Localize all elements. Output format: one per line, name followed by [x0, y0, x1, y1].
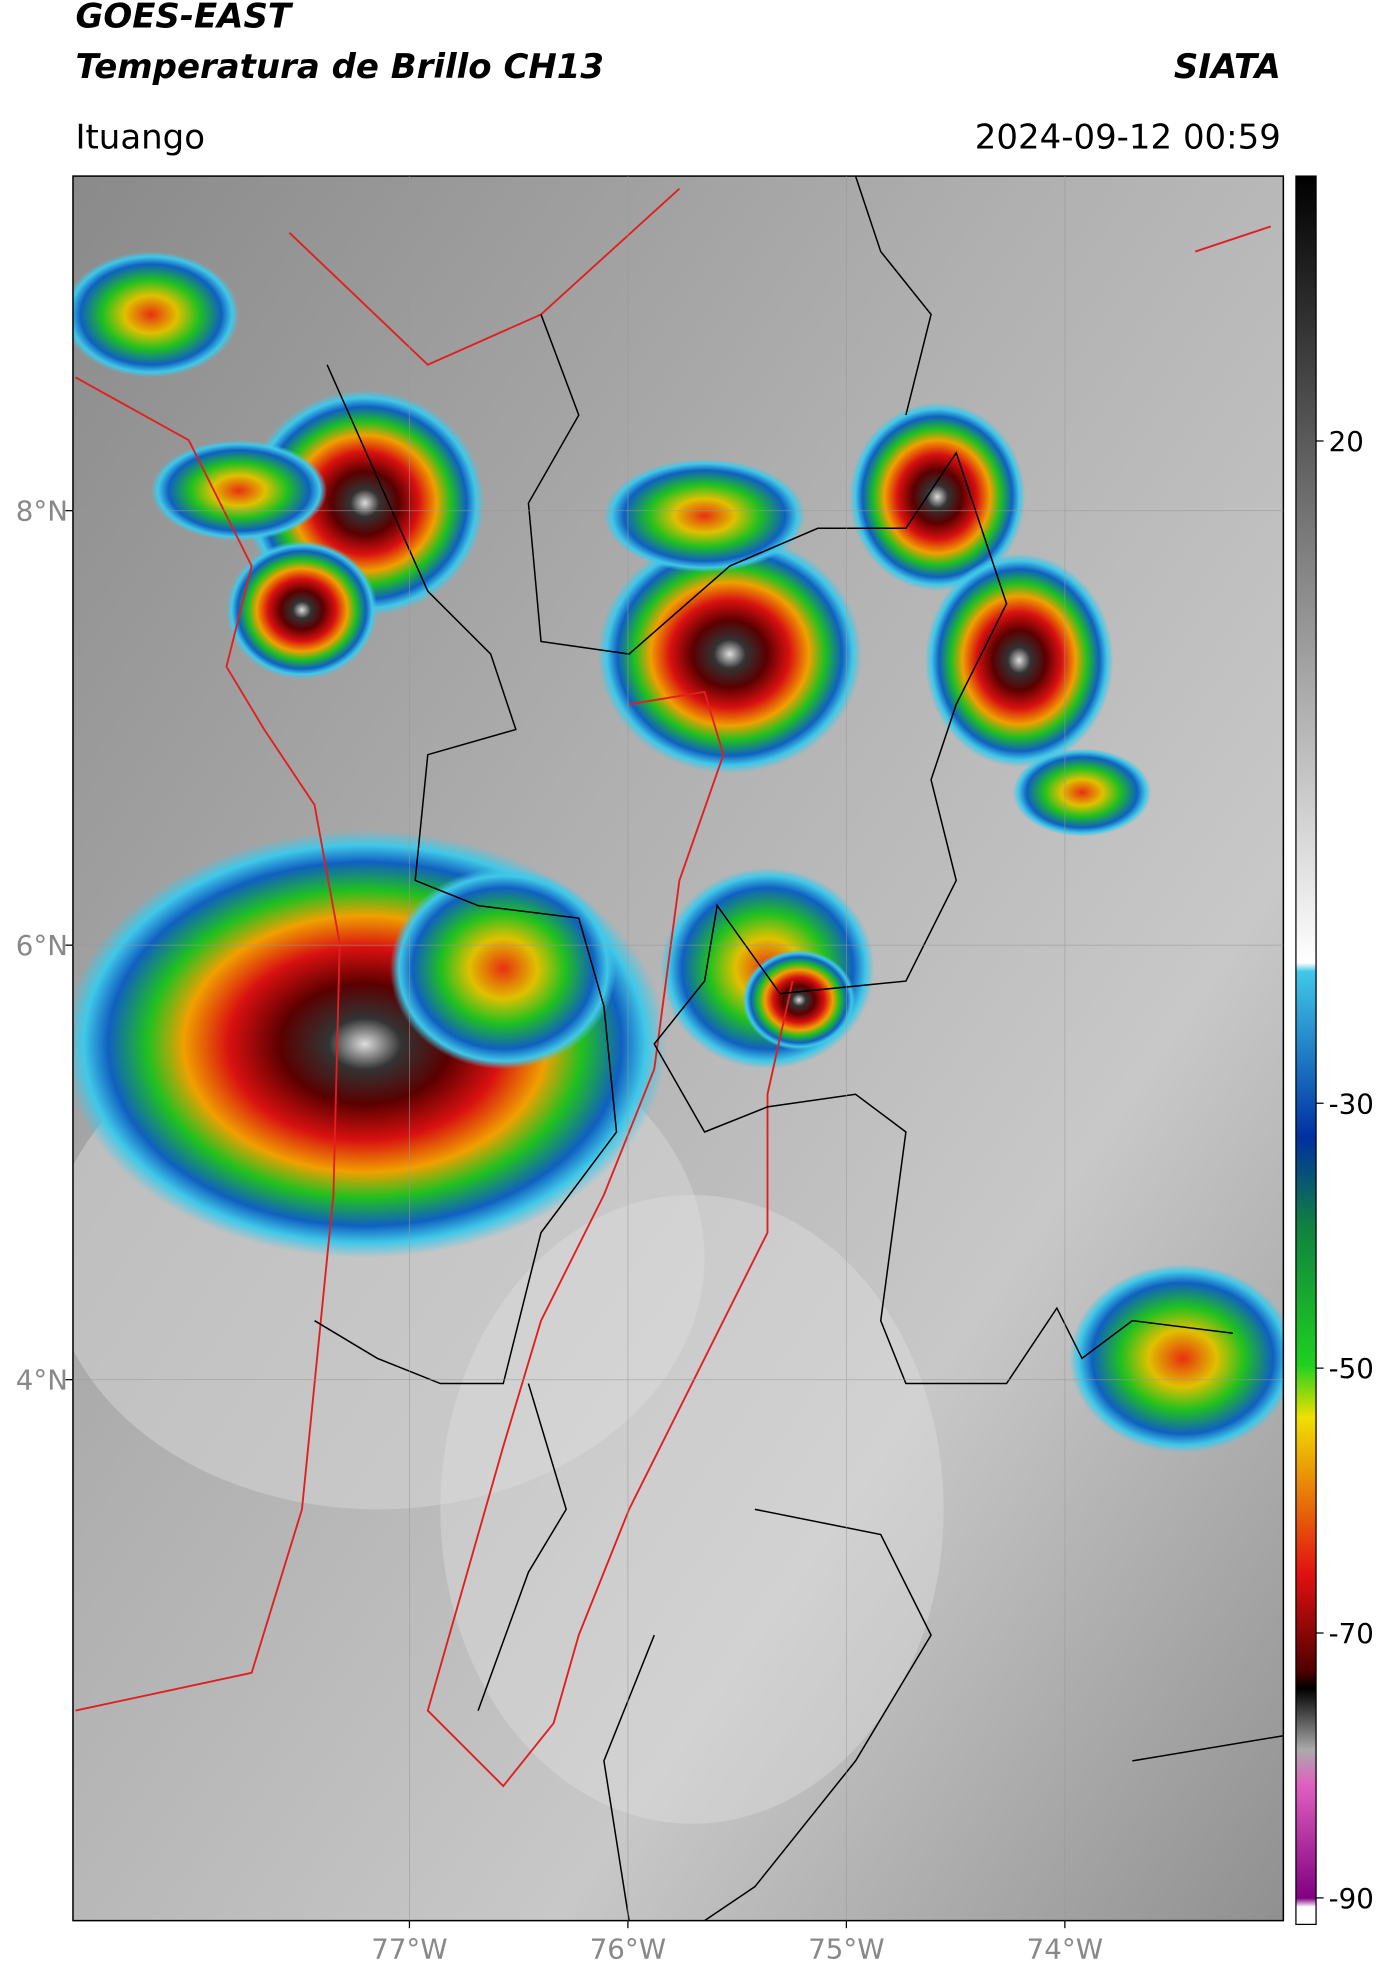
colorbar — [1295, 175, 1317, 1926]
x-tick-label: 75°W — [808, 1932, 884, 1965]
y-tick-label: 6°N — [16, 929, 68, 962]
colorbar-tick-label: 20 — [1329, 425, 1364, 458]
x-tick-label: 77°W — [371, 1932, 447, 1965]
satellite-image — [72, 176, 1284, 1921]
subtitle: Temperatura de Brillo CH13 — [75, 47, 604, 87]
y-tick-label: 4°N — [16, 1364, 68, 1397]
colorbar-tick-label: -50 — [1329, 1352, 1374, 1385]
colorbar-tick-label: -90 — [1329, 1882, 1374, 1915]
timestamp: 2024-09-12 00:59 — [975, 117, 1281, 157]
y-tick-label: 8°N — [16, 495, 68, 528]
colorbar-tick-label: -30 — [1329, 1087, 1374, 1120]
title: GOES-EAST — [75, 0, 293, 37]
colorbar-tick-label: -70 — [1329, 1617, 1374, 1650]
x-tick-label: 74°W — [1027, 1932, 1103, 1965]
brand: SIATA — [1174, 47, 1281, 87]
location: Ituango — [75, 117, 205, 157]
map-frame — [72, 175, 1285, 1922]
x-tick-label: 76°W — [590, 1932, 666, 1965]
